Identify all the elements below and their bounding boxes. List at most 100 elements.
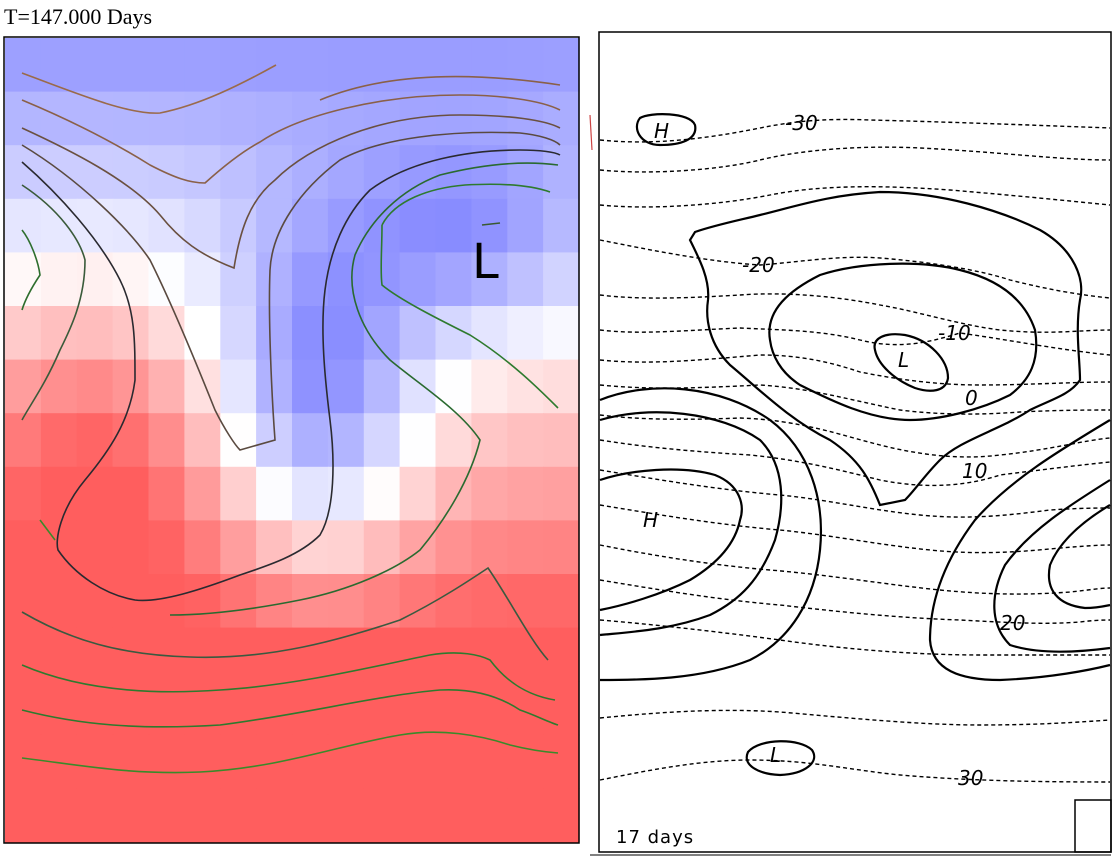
contour-line	[319, 75, 561, 101]
temperature-cell	[76, 734, 114, 789]
temperature-cell	[256, 627, 293, 682]
temperature-cell	[256, 145, 293, 200]
temperature-cell	[399, 198, 437, 253]
temperature-cell	[507, 145, 544, 200]
temperature-cell	[76, 520, 114, 575]
temperature-cell	[399, 359, 437, 414]
contour-line	[21, 149, 561, 602]
temperature-cell	[5, 252, 42, 307]
temperature-cell	[507, 520, 544, 575]
solid-contour	[768, 262, 1038, 422]
temperature-cell	[40, 574, 78, 629]
temperature-cell	[363, 359, 401, 414]
temperature-cell	[256, 359, 293, 414]
temperature-cell	[256, 574, 293, 629]
map-labels: H L H L -30 -20 -10 0 10 20 30	[643, 111, 1025, 790]
temperature-cell	[363, 466, 401, 521]
temperature-cell	[363, 413, 401, 468]
temperature-cell	[292, 734, 329, 789]
dashed-contour	[599, 354, 1111, 386]
temperature-cell	[148, 574, 185, 629]
temperature-cell	[40, 91, 78, 146]
temperature-cell	[543, 252, 580, 307]
temperature-cell	[363, 788, 401, 843]
solid-contour	[745, 740, 816, 777]
temperature-cell	[471, 359, 508, 414]
temperature-cell	[5, 681, 42, 736]
temperature-cell	[543, 681, 580, 736]
temperature-cell	[435, 734, 472, 789]
temperature-cell	[184, 520, 221, 575]
temperature-cell	[543, 91, 580, 146]
solid-contours	[589, 113, 1111, 777]
temperature-cell	[327, 252, 365, 307]
temperature-cell	[112, 252, 150, 307]
temperature-cell	[507, 252, 544, 307]
temperature-cell	[435, 788, 472, 843]
temperature-cell	[363, 520, 401, 575]
temperature-cell	[363, 574, 401, 629]
temperature-cell	[112, 413, 150, 468]
temperature-cell	[5, 198, 42, 253]
contour-line	[21, 64, 277, 114]
temperature-cell	[543, 198, 580, 253]
temperature-cell	[327, 520, 365, 575]
temperature-cell	[5, 627, 42, 682]
temperature-cell	[256, 91, 293, 146]
temperature-cell	[76, 466, 114, 521]
temperature-cell	[471, 734, 508, 789]
temperature-cell	[543, 520, 580, 575]
temperature-cell	[112, 788, 150, 843]
temperature-cell	[507, 198, 544, 253]
temperature-cell	[435, 91, 472, 146]
temperature-cell	[220, 413, 257, 468]
dashed-contour	[599, 579, 1111, 624]
temperature-cell	[327, 681, 365, 736]
dashed-contour	[599, 239, 1111, 299]
temperature-cell	[399, 38, 437, 93]
temperature-cell	[256, 252, 293, 307]
temperature-cell	[5, 413, 42, 468]
temperature-cell	[399, 788, 437, 843]
temperature-cell	[148, 91, 185, 146]
contour-line	[39, 519, 56, 541]
temperature-cell	[292, 145, 329, 200]
dashed-contour	[599, 327, 1111, 356]
temperature-cell	[435, 252, 472, 307]
temperature-cell	[76, 788, 114, 843]
temperature-cell	[507, 38, 544, 93]
temperature-cell	[40, 252, 78, 307]
temperature-cell	[507, 734, 544, 789]
temperature-cell	[5, 306, 42, 361]
temperature-cell	[327, 413, 365, 468]
temperature-cell	[471, 38, 508, 93]
solid-contour	[993, 479, 1111, 653]
temperature-cell	[184, 38, 221, 93]
temperature-cell	[292, 413, 329, 468]
temperature-cell	[148, 359, 185, 414]
temperature-cell	[5, 38, 42, 93]
temperature-cell	[148, 788, 185, 843]
temperature-cell	[40, 627, 78, 682]
temperature-cell	[543, 145, 580, 200]
temperature-cell	[184, 145, 221, 200]
temperature-cell	[184, 788, 221, 843]
temperature-cell	[40, 198, 78, 253]
low-pressure-label: L	[472, 234, 499, 290]
high-pressure-label: H	[654, 119, 669, 143]
temperature-cell	[148, 520, 185, 575]
temperature-cell	[256, 734, 293, 789]
temperature-cell	[76, 198, 114, 253]
temperature-cell	[399, 413, 437, 468]
dashed-contour	[599, 118, 1111, 143]
temperature-cell	[184, 198, 221, 253]
temperature-cell	[5, 734, 42, 789]
temperature-cell	[471, 574, 508, 629]
temperature-cell	[76, 38, 114, 93]
solid-contour	[599, 387, 822, 682]
dashed-contour	[599, 293, 1111, 333]
temperature-cell	[471, 681, 508, 736]
dashed-contour	[599, 384, 1111, 415]
temperature-cell	[292, 38, 329, 93]
temperature-cell	[184, 252, 221, 307]
